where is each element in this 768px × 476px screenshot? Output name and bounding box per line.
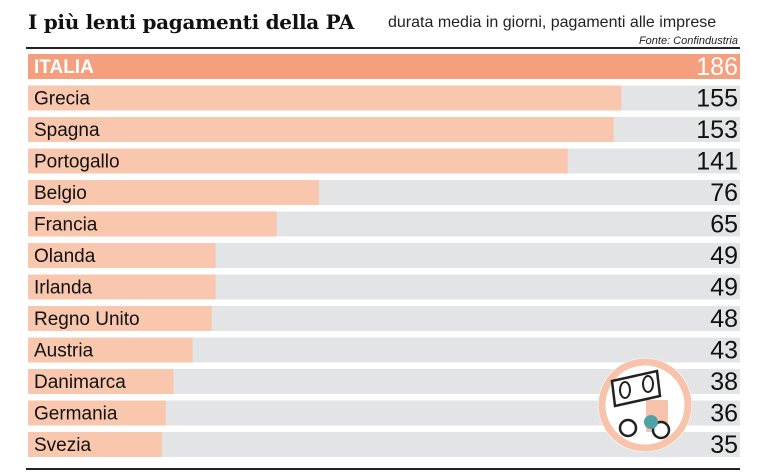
value-label: 141 (696, 148, 738, 176)
bar (28, 400, 166, 426)
bar (28, 85, 622, 111)
category-label: Germania (34, 404, 118, 425)
value-label: 38 (710, 368, 738, 396)
bar (28, 432, 162, 457)
value-label: 186 (696, 53, 738, 81)
bar (28, 274, 216, 300)
category-label: Grecia (34, 89, 90, 110)
category-label: Olanda (34, 246, 96, 267)
value-label: 35 (710, 431, 738, 459)
value-label: 49 (710, 274, 738, 302)
value-label: 49 (710, 242, 738, 270)
category-label: Austria (34, 341, 94, 362)
value-label: 48 (710, 305, 738, 333)
bar (28, 243, 216, 268)
category-label: ITALIA (34, 57, 94, 78)
publisher-logo-icon (598, 358, 692, 452)
category-label: Francia (34, 215, 98, 236)
bar (28, 117, 614, 142)
value-label: 76 (710, 179, 738, 207)
chart-title: I più lenti pagamenti della PA (28, 10, 355, 34)
footer-rule (26, 468, 740, 470)
category-label: Portogallo (34, 152, 120, 173)
value-label: 43 (710, 337, 738, 365)
value-label: 153 (696, 116, 738, 144)
bar (28, 211, 277, 237)
bar (28, 337, 193, 363)
value-label: 36 (710, 400, 738, 428)
category-label: Svezia (34, 435, 91, 456)
value-label: 65 (710, 211, 738, 239)
bar (28, 180, 319, 205)
bar (28, 306, 212, 331)
category-label: Danimarca (34, 372, 126, 393)
bar (28, 148, 568, 174)
header-rule (26, 47, 740, 49)
value-label: 155 (696, 85, 738, 113)
category-label: Irlanda (34, 278, 93, 299)
category-label: Spagna (34, 120, 100, 141)
category-label: Regno Unito (34, 309, 140, 330)
chart-source: Fonte: Confindustria (638, 35, 738, 47)
bar (28, 54, 740, 79)
chart-subtitle: durata media in giorni, pagamenti alle i… (388, 14, 717, 31)
category-label: Belgio (34, 183, 87, 204)
bar (28, 369, 174, 394)
chart-header: I più lenti pagamenti della PA durata me… (28, 8, 740, 48)
